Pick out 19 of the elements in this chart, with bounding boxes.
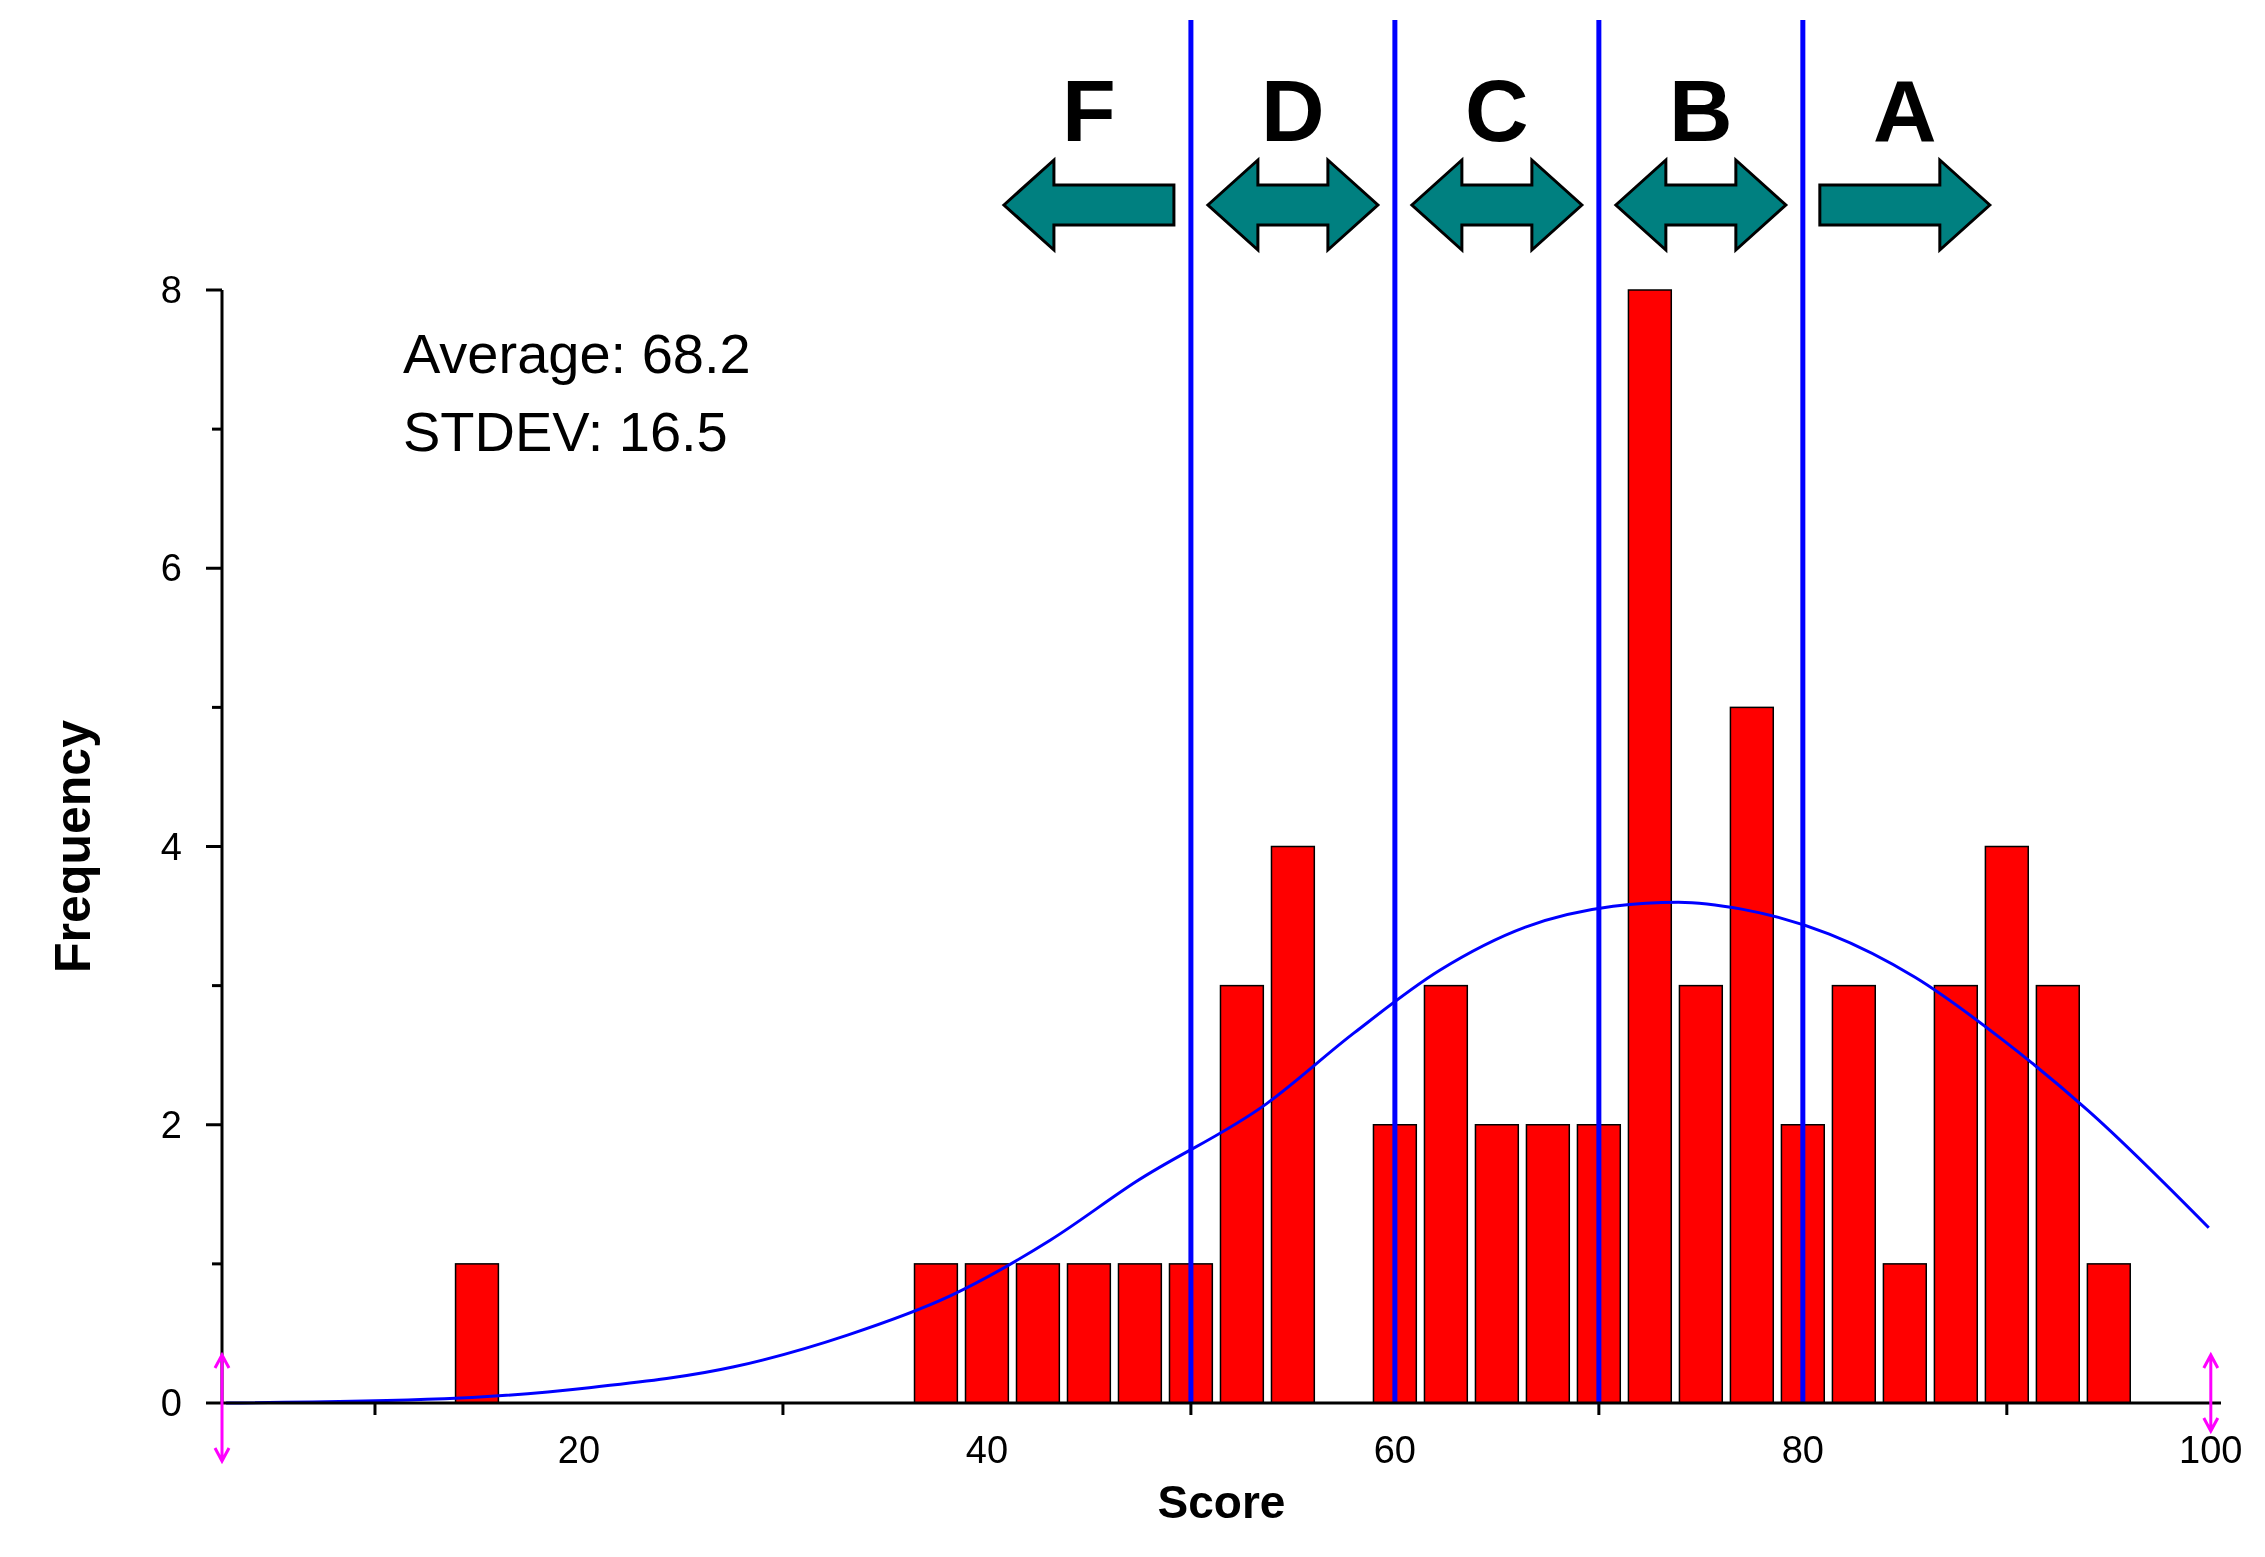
text: F — [1062, 61, 1116, 160]
x-tick-label: 80 — [1781, 1429, 1824, 1471]
x-tick-label: 20 — [557, 1429, 601, 1471]
annotation: STDEV: 16.5 — [403, 400, 728, 463]
annotation: Average: 68.2 — [403, 322, 751, 385]
x-tick-label: 60 — [1373, 1429, 1417, 1471]
x-axis-title: Score — [1157, 1476, 1286, 1528]
text: B — [1669, 61, 1733, 160]
y-tick-label: 8 — [160, 269, 182, 311]
y-tick-label: 6 — [160, 547, 182, 590]
y-axis-title: Frequency — [45, 719, 101, 973]
text: D — [1261, 61, 1325, 160]
y-tick-label: 2 — [160, 1103, 182, 1146]
text: C — [1465, 61, 1529, 160]
y-tick-label: 4 — [160, 825, 182, 868]
x-tick-label: 40 — [965, 1429, 1009, 1471]
x-tick-label: 100 — [2179, 1429, 2243, 1471]
y-tick-label: 0 — [160, 1382, 182, 1424]
text: A — [1873, 61, 1937, 160]
